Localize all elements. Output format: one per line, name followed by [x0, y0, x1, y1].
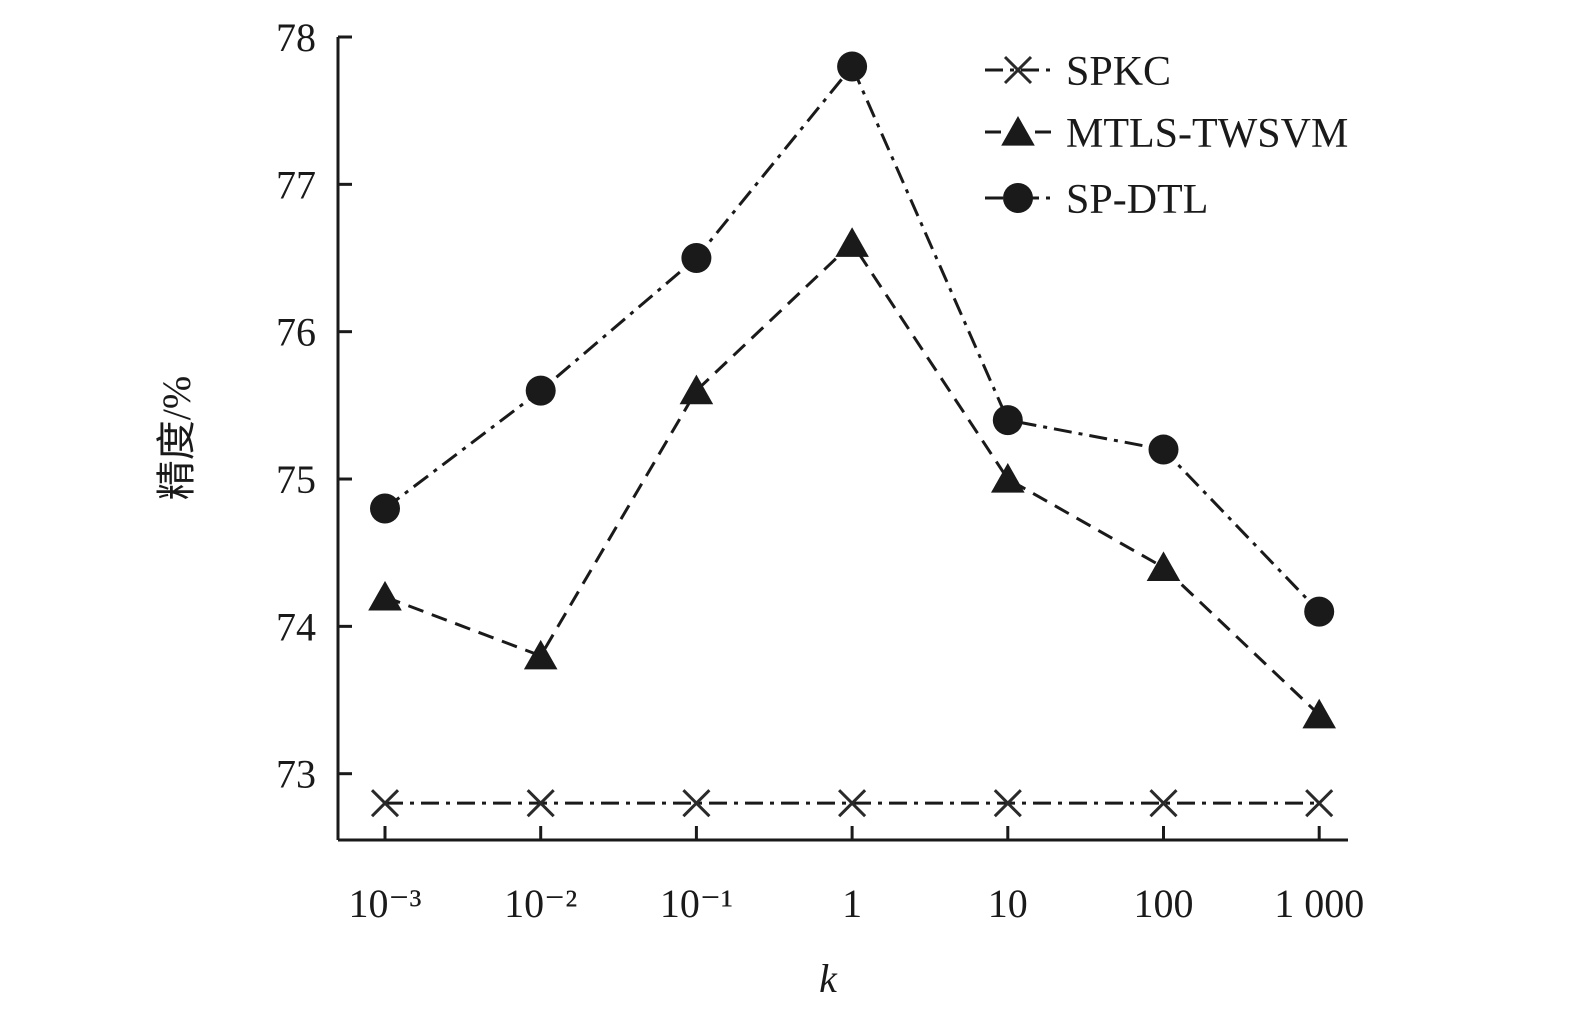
- series-line-mtls-twsvm: [384, 240, 1321, 716]
- x-tick-label: 10⁻¹: [660, 881, 733, 926]
- sp-dtl-point: [1304, 596, 1335, 627]
- legend-label: SPKC: [1066, 49, 1171, 95]
- spkc-point: [1305, 789, 1334, 818]
- mtls-twsvm-point: [679, 374, 714, 405]
- sp-dtl-point: [837, 51, 868, 82]
- x-tick-label: 10⁻²: [504, 881, 577, 926]
- sp-dtl-point: [992, 405, 1023, 436]
- x-tick-label: 1 000: [1274, 881, 1364, 926]
- spkc-point: [682, 789, 711, 818]
- spkc-point: [1149, 789, 1178, 818]
- x-ticks: 10⁻³ 10⁻² 10⁻¹ 1 10 100 1 000: [348, 826, 1364, 926]
- sp-dtl-point: [370, 493, 400, 524]
- cross-stroke: [370, 789, 400, 818]
- y-axis-title: 精度/%: [154, 376, 199, 500]
- spkc-point: [838, 789, 867, 818]
- cross-stroke: [838, 789, 867, 818]
- mtls-twsvm-point: [991, 463, 1025, 493]
- series-spkc: [370, 789, 1334, 818]
- mtls-twsvm-point: [523, 639, 558, 670]
- spkc-point: [370, 789, 400, 818]
- legend-item-mtls-twsvm: MTLS-TWSVM: [985, 111, 1348, 157]
- series-layer: [368, 51, 1336, 818]
- series-mtls-twsvm: [368, 227, 1336, 729]
- sp-dtl-point: [1148, 434, 1179, 465]
- series-sp-dtl: [370, 51, 1335, 627]
- y-tick-label: 77: [276, 162, 316, 207]
- cross-stroke: [993, 789, 1022, 818]
- y-tick-label: 78: [276, 15, 316, 60]
- spkc-point: [993, 789, 1022, 818]
- legend: SPKC MTLS-TWSVM SP-DTL: [985, 49, 1348, 223]
- mtls-twsvm-point: [1302, 698, 1336, 729]
- x-axis-title: k: [819, 956, 838, 1001]
- cross-stroke: [1149, 789, 1178, 818]
- y-tick-label: 74: [276, 604, 316, 649]
- cross-stroke: [682, 789, 711, 818]
- x-tick-label: 1: [842, 881, 862, 926]
- mtls-twsvm-point: [1146, 551, 1181, 582]
- x-tick-label: 100: [1134, 881, 1194, 926]
- x-tick-label: 10⁻³: [348, 881, 421, 926]
- legend-sp-dtl-point: [1003, 183, 1033, 213]
- legend-label: MTLS-TWSVM: [1066, 111, 1348, 157]
- y-tick-label: 73: [276, 752, 316, 797]
- y-ticks: 73 74 75 76 77 78: [276, 15, 352, 797]
- spkc-point: [526, 789, 555, 818]
- legend-spkc-point: [1003, 55, 1033, 85]
- cross-stroke: [526, 789, 555, 818]
- mtls-twsvm-point: [835, 227, 869, 257]
- legend-item-spkc: SPKC: [985, 49, 1171, 95]
- sp-dtl-point: [681, 243, 712, 274]
- mtls-twsvm-point: [368, 580, 402, 611]
- legend-mtls-twsvm-point: [1001, 116, 1035, 146]
- legend-label: SP-DTL: [1066, 177, 1208, 223]
- cross-stroke: [1003, 55, 1033, 85]
- y-tick-label: 76: [276, 310, 316, 355]
- sp-dtl-point: [525, 375, 556, 406]
- legend-item-sp-dtl: SP-DTL: [985, 177, 1208, 223]
- plot-axes: [336, 37, 1348, 842]
- cross-stroke: [1305, 789, 1334, 818]
- y-tick-label: 75: [276, 457, 316, 502]
- x-tick-label: 10: [988, 881, 1028, 926]
